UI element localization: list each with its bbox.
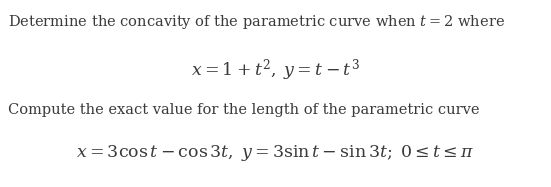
Text: $x = 3\cos t - \cos 3t, \; y = 3\sin t - \sin 3t; \; 0 \leq t \leq \pi$: $x = 3\cos t - \cos 3t, \; y = 3\sin t -…	[76, 143, 474, 163]
Text: $x = 1 + t^2, \; y = t - t^3$: $x = 1 + t^2, \; y = t - t^3$	[191, 57, 359, 83]
Text: Determine the concavity of the parametric curve when $t = 2$ where: Determine the concavity of the parametri…	[8, 13, 505, 31]
Text: Compute the exact value for the length of the parametric curve: Compute the exact value for the length o…	[8, 103, 479, 117]
